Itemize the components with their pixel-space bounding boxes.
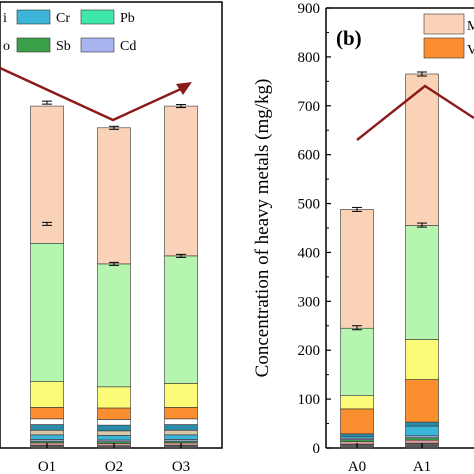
legend-label: Cd	[120, 39, 136, 54]
bar-segment	[30, 424, 64, 431]
bar-segment	[30, 418, 64, 425]
trend-arrowhead	[176, 82, 192, 95]
y-tick-label: 500	[298, 197, 321, 213]
bar-segment	[340, 395, 374, 410]
bar-segment	[30, 242, 64, 382]
trend-line	[356, 84, 474, 141]
bar-segment	[405, 425, 439, 437]
y-tick-label: 800	[298, 50, 321, 66]
bar-segment	[97, 127, 131, 265]
x-tick-label: O1	[38, 459, 56, 474]
bar-segment	[30, 407, 64, 420]
bar-segment	[405, 73, 439, 226]
bar-segment	[340, 433, 374, 437]
x-tick-label: A0	[348, 459, 366, 474]
bar-segment	[164, 424, 198, 431]
y-tick-label: 100	[298, 392, 321, 408]
legend-label: o	[3, 39, 10, 54]
trend-line	[0, 66, 184, 122]
y-tick-label: 700	[298, 99, 321, 115]
bar-segment	[97, 430, 131, 436]
bar-segment	[30, 381, 64, 408]
bar-segment	[30, 434, 64, 440]
legend-swatch	[16, 37, 51, 53]
legend-swatch	[423, 13, 465, 35]
legend-swatch	[80, 37, 115, 53]
bar-segment	[97, 407, 131, 420]
panel-label: (b)	[336, 26, 362, 50]
bar-segment	[405, 439, 439, 444]
y-tick-label: 400	[298, 245, 321, 261]
bar-segment	[97, 435, 131, 441]
legend-label: Sb	[56, 39, 71, 54]
x-tick-label: O2	[105, 459, 123, 474]
bar-segment	[164, 105, 198, 257]
legend-label: Pb	[120, 11, 135, 26]
x-tick-label: A1	[413, 459, 431, 474]
bar-segment	[30, 105, 64, 244]
bar-segment	[340, 209, 374, 329]
y-axis-title: Concentration of heavy metals (mg/kg)	[252, 79, 273, 378]
bar-segment	[97, 419, 131, 426]
y-tick-label: 200	[298, 343, 321, 359]
bar-segment	[164, 407, 198, 420]
bar-segment	[340, 408, 374, 435]
legend-swatch	[16, 9, 51, 25]
legend-label: M	[467, 19, 474, 34]
bar-segment	[405, 421, 439, 427]
legend-label: i	[3, 11, 7, 26]
y-tick-label: 600	[298, 148, 321, 164]
y-tick-label: 900	[298, 1, 321, 17]
bar-segment	[164, 434, 198, 440]
bar-segment	[405, 225, 439, 340]
panel-b: 0 100 200 300 400 500 600 700 800 900 Concentratio…	[252, 1, 474, 474]
bar-segment	[97, 386, 131, 409]
legend-swatch	[80, 9, 115, 25]
panel-a: O1 O2 O3 i Cr Pb o Sb Cd	[0, 1, 223, 474]
bar-segment	[164, 418, 198, 425]
bar-segment	[97, 263, 131, 388]
y-tick-label: 300	[298, 294, 321, 310]
bar-segment	[164, 429, 198, 436]
x-tick-label: O3	[172, 459, 190, 474]
bar-segment	[340, 327, 374, 396]
legend-label: Cr	[56, 11, 70, 26]
legend-label: V	[467, 43, 474, 58]
bar-segment	[164, 255, 198, 384]
y-tick-label: 0	[313, 441, 321, 457]
bar-segment	[405, 339, 439, 380]
legend-swatch	[423, 37, 465, 59]
bar-segment	[405, 437, 439, 441]
bar-segment	[405, 379, 439, 423]
bar-segment	[97, 424, 131, 432]
bar-segment	[164, 383, 198, 408]
bar-segment	[30, 429, 64, 436]
